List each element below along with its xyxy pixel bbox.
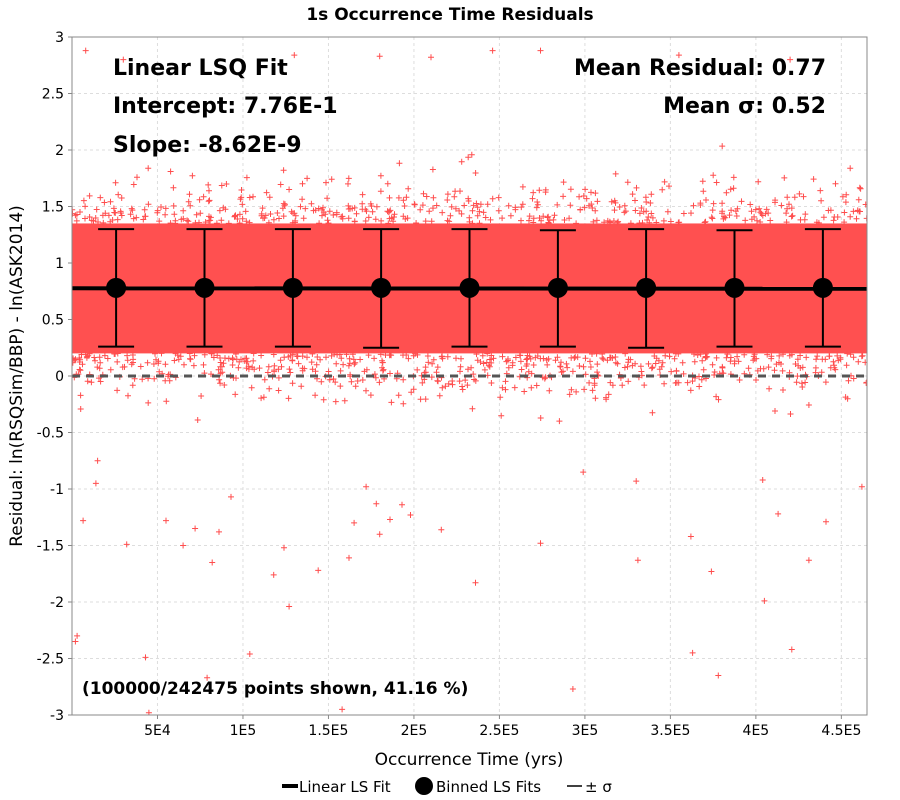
x-tick-label: 5E4 <box>144 723 171 739</box>
scatter-markers <box>72 47 867 715</box>
slope-annotation: Slope: -8.62E-9 <box>113 133 302 158</box>
bin-mean-marker <box>812 277 833 298</box>
x-axis-ticks: 5E4 1E5 1.5E5 2E5 2.5E5 3E5 3.5E5 4E5 4.5E5 <box>144 715 861 739</box>
y-tick-label: 1 <box>55 256 64 272</box>
legend: Linear LS Fit Binned LS Fits ± σ <box>282 777 612 796</box>
legend-bin-label: Binned LS Fits <box>436 778 541 796</box>
fit-title-annotation: Linear LSQ Fit <box>113 56 288 81</box>
chart-title: 1s Occurrence Time Residuals <box>306 5 593 25</box>
y-tick-label: 2.5 <box>42 87 64 103</box>
y-tick-label: 0.5 <box>42 313 64 329</box>
mean-sigma-annotation: Mean σ: 0.52 <box>663 94 826 119</box>
bin-mean-marker <box>636 277 657 298</box>
legend-sigma-label: ± σ <box>585 778 612 796</box>
binned-fit-point <box>804 228 841 348</box>
x-tick-label: 2.5E5 <box>479 723 519 739</box>
binned-fit-point <box>363 228 400 349</box>
x-tick-label: 4.5E5 <box>821 723 861 739</box>
x-tick-label: 2E5 <box>401 723 428 739</box>
y-tick-label: -3 <box>50 708 64 724</box>
y-tick-label: 3 <box>55 30 64 46</box>
bin-mean-marker <box>371 277 392 298</box>
x-tick-label: 1.5E5 <box>308 723 348 739</box>
binned-fit-point <box>186 228 223 348</box>
bin-mean-marker <box>547 277 568 298</box>
x-tick-label: 1E5 <box>230 723 257 739</box>
binned-fit-point <box>539 229 576 348</box>
x-tick-label: 3.5E5 <box>650 723 690 739</box>
intercept-annotation: Intercept: 7.76E-1 <box>113 94 338 119</box>
bin-mean-marker <box>724 277 745 298</box>
binned-fit-point <box>451 228 488 348</box>
binned-fit-point <box>716 229 753 348</box>
y-axis-ticks: -3 -2.5 -2 -1.5 -1 -0.5 0 0.5 1 1.5 2 2.5 3 <box>37 30 72 724</box>
y-tick-label: 0 <box>55 369 64 385</box>
legend-fit-label: Linear LS Fit <box>299 778 391 796</box>
points-shown-annotation: (100000/242475 points shown, 41.16 %) <box>82 679 468 699</box>
y-axis-label: Residual: ln(RSQSim/BBP) - ln(ASK2014) <box>7 205 27 547</box>
y-tick-label: -2.5 <box>37 652 64 668</box>
y-tick-label: 2 <box>55 143 64 159</box>
binned-fits <box>98 228 841 349</box>
y-tick-label: -2 <box>50 595 64 611</box>
binned-fit-point <box>628 228 665 349</box>
legend-bin-swatch <box>415 777 433 795</box>
x-tick-label: 3E5 <box>572 723 599 739</box>
y-tick-label: -1 <box>50 482 64 498</box>
bin-mean-marker <box>106 277 127 298</box>
y-tick-label: -0.5 <box>37 426 64 442</box>
mean-residual-annotation: Mean Residual: 0.77 <box>574 56 826 81</box>
binned-fit-point <box>98 228 135 348</box>
x-tick-label: 4E5 <box>743 723 770 739</box>
bin-mean-marker <box>282 277 303 298</box>
binned-fit-point <box>274 228 311 348</box>
x-axis-label: Occurrence Time (yrs) <box>375 750 564 770</box>
y-tick-label: 1.5 <box>42 200 64 216</box>
bin-mean-marker <box>194 277 215 298</box>
y-tick-label: -1.5 <box>37 539 64 555</box>
bin-mean-marker <box>459 277 480 298</box>
